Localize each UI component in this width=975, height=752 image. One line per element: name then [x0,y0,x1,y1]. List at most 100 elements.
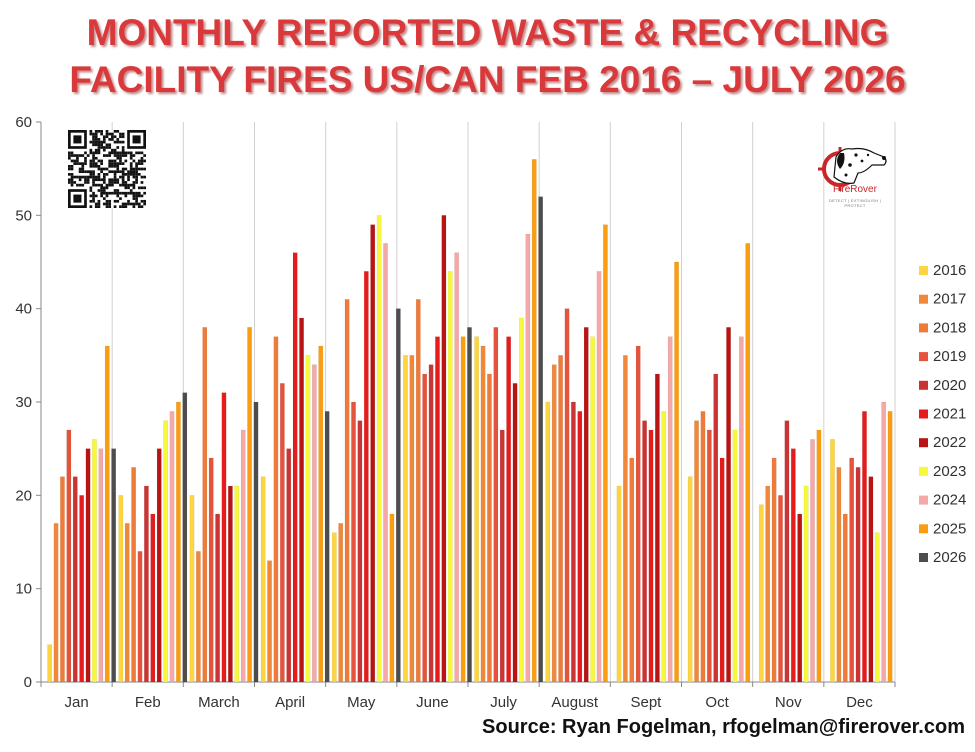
bar-2026-april [324,411,330,683]
bar-2026-jan [111,448,117,683]
bar-2017-june [409,355,415,683]
bar-2026-feb [182,392,188,683]
bar-2017-nov [765,485,771,683]
bar-2024-april [312,364,317,683]
legend-swatch [919,409,928,419]
bar-2025-oct [745,243,751,683]
legend-label: 2020 [933,377,966,394]
bar-2022-feb [156,448,162,683]
bar-2019-june [422,373,428,683]
x-tick-label: Nov [775,694,802,711]
bar-2021-may [363,271,369,683]
chart-title-line-2: FACILITY FIRES US/CAN FEB 2016 – JULY 20… [69,59,906,100]
chart-title-line-1: MONTHLY REPORTED WASTE & RECYCLING [86,12,889,53]
bar-2018-nov [771,457,777,683]
bar-2026-july [538,196,544,683]
x-tick-label: April [275,694,305,711]
bar-2023-jan [92,439,97,683]
y-tick-label: 60 [15,114,32,131]
legend-label: 2016 [933,262,966,279]
bar-2025-sept [674,261,679,683]
bar-2022-may [370,224,376,683]
bar-2022-oct [726,327,731,683]
legend-label: 2025 [933,520,966,537]
y-tick-label: 10 [15,581,32,598]
bar-2023-feb [163,420,168,683]
bar-2020-august [571,401,576,683]
legend-label: 2022 [933,434,966,451]
bar-2023-march [234,485,240,683]
x-tick-label: Dec [846,694,873,711]
y-tick-label: 50 [15,207,32,224]
bar-2021-june [435,336,440,683]
bar-2016-may [331,532,337,683]
bar-2016-dec [830,439,835,683]
bar-2025-dec [887,411,893,683]
x-tick-label: July [490,694,517,711]
x-tick-label: March [198,694,240,711]
legend-label: 2024 [933,492,966,509]
bar-2025-jan [104,345,110,683]
bar-2018-jan [60,476,65,683]
bar-2020-july [499,429,505,683]
x-tick-label: May [347,694,376,711]
bar-2019-july [493,327,499,683]
bar-2024-may [383,243,388,683]
source-credit: Source: Ryan Fogelman, rfogelman@firerov… [482,716,965,738]
bar-2019-feb [137,551,143,683]
bar-2019-jan [66,429,72,683]
bar-2020-may [357,420,363,683]
bar-2018-april [273,336,279,683]
x-tick-label: August [551,694,599,711]
bar-2024-june [454,252,460,683]
legend-label: 2021 [933,406,966,423]
bar-2017-oct [694,420,699,683]
bar-2020-nov [784,420,790,683]
bar-2022-sept [655,373,660,683]
bar-2019-august [564,308,570,683]
bar-2022-august [583,327,589,683]
bar-2017-feb [124,523,130,683]
legend-swatch [919,352,928,362]
legend-label: 2017 [933,291,966,308]
bar-2018-sept [629,457,635,683]
bar-2019-sept [635,345,641,683]
bar-2017-march [196,551,201,683]
bar-2017-april [267,560,272,683]
bar-2018-june [415,299,421,683]
dalmatian-crosshair-icon [818,147,887,191]
bar-2022-april [299,317,304,683]
bar-2023-august [590,336,595,683]
bar-2026-june [467,327,472,683]
bar-2024-dec [881,401,887,683]
qr-code-icon [68,130,146,208]
logo-brand-name: FireRover [833,184,877,195]
bar-2019-dec [849,457,855,683]
bar-2018-dec [842,513,848,683]
y-tick-label: 40 [15,301,32,318]
y-tick-label: 0 [24,674,32,691]
legend-swatch [919,466,928,476]
bar-2022-march [228,485,233,683]
bar-2022-july [512,383,518,683]
bar-2023-may [376,215,382,683]
bar-2021-nov [790,448,796,683]
bar-2021-april [292,252,298,683]
logo-tagline: DETECT | EXTINGUISH | PROTECT [828,198,882,208]
bar-2025-april [318,345,324,683]
bar-2021-dec [862,411,867,683]
bar-2016-june [403,355,408,683]
bar-2020-feb [144,485,149,683]
bar-2020-dec [855,467,861,683]
bar-2026-may [395,308,401,683]
bar-2025-july [531,159,537,683]
legend-swatch [919,495,928,505]
bar-2021-sept [648,429,654,683]
bar-2025-august [603,224,608,683]
bar-2023-oct [732,429,738,683]
bar-2024-jan [98,448,104,683]
x-tick-label: June [416,694,449,711]
bar-2024-march [240,429,246,683]
bar-2023-nov [803,485,809,683]
bar-2016-nov [758,504,764,683]
